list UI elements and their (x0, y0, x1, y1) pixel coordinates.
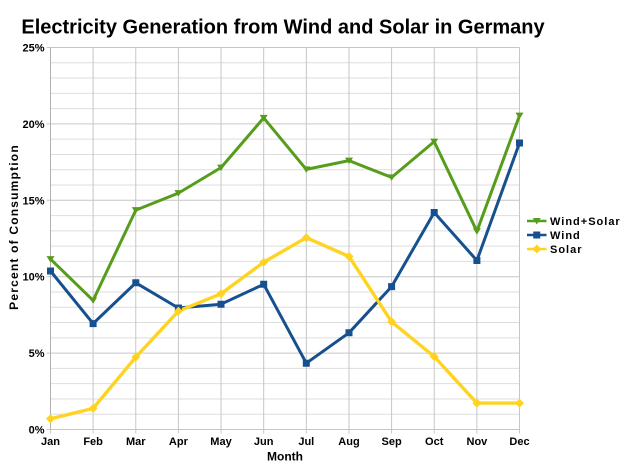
svg-text:May: May (210, 436, 232, 448)
svg-text:Dec: Dec (509, 436, 529, 448)
svg-text:Wind+Solar: Wind+Solar (550, 216, 621, 228)
svg-text:Jun: Jun (254, 436, 274, 448)
svg-text:Jan: Jan (41, 436, 60, 448)
svg-text:Sep: Sep (382, 436, 402, 448)
svg-text:Percent of Consumption: Percent of Consumption (7, 144, 21, 310)
svg-text:5%: 5% (29, 348, 45, 360)
svg-text:Feb: Feb (83, 436, 103, 448)
svg-text:Aug: Aug (338, 436, 359, 448)
svg-text:Apr: Apr (169, 436, 189, 448)
svg-text:Oct: Oct (425, 436, 444, 448)
svg-text:25%: 25% (22, 43, 44, 55)
svg-text:Nov: Nov (467, 436, 489, 448)
svg-text:Month: Month (267, 450, 303, 464)
svg-text:20%: 20% (22, 119, 44, 131)
svg-text:10%: 10% (22, 272, 44, 284)
svg-text:0%: 0% (29, 425, 45, 437)
svg-text:Electricity Generation from Wi: Electricity Generation from Wind and Sol… (21, 17, 545, 39)
svg-text:Wind: Wind (550, 230, 581, 242)
svg-text:Solar: Solar (550, 244, 583, 256)
svg-text:Mar: Mar (126, 436, 146, 448)
svg-text:Jul: Jul (298, 436, 314, 448)
svg-text:15%: 15% (22, 195, 44, 207)
